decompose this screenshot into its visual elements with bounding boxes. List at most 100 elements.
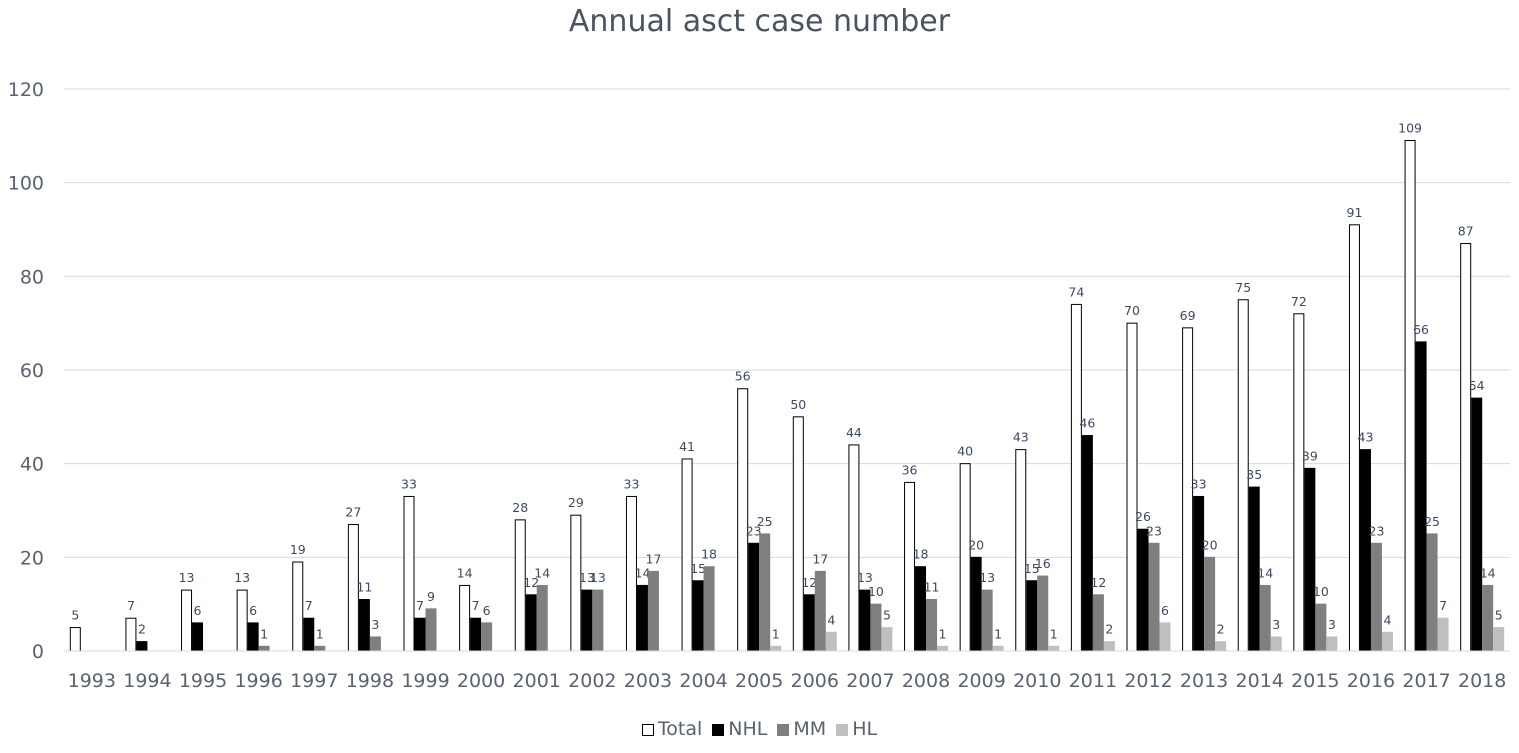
data-label: 11 — [356, 579, 372, 594]
bar-total — [292, 561, 304, 652]
bar-total — [125, 617, 137, 652]
data-label: 11 — [924, 579, 940, 594]
data-label: 1 — [939, 626, 947, 641]
bar-total — [69, 627, 81, 652]
data-label: 87 — [1458, 224, 1474, 239]
legend-item: HL — [836, 718, 877, 740]
bar-hl — [992, 645, 1004, 652]
data-label: 6 — [1161, 603, 1169, 618]
bar-nhl — [1193, 495, 1205, 652]
data-label: 7 — [127, 598, 135, 613]
chart-title: Annual asct case number — [568, 4, 951, 39]
x-tick-label: 2002 — [568, 670, 616, 692]
data-label: 10 — [1313, 584, 1329, 599]
y-tick-label: 0 — [32, 641, 44, 663]
bar-mm — [870, 603, 882, 652]
bar-nhl — [748, 542, 760, 652]
data-label: 13 — [857, 570, 873, 585]
data-label: 7 — [472, 598, 480, 613]
x-tick-label: 2008 — [902, 670, 950, 692]
data-label: 10 — [868, 584, 884, 599]
y-tick-label: 60 — [20, 360, 44, 382]
x-tick-label: 2016 — [1347, 670, 1395, 692]
bar-hl — [1381, 631, 1393, 652]
data-label: 72 — [1291, 294, 1307, 309]
x-tick-label: 1994 — [123, 670, 171, 692]
x-tick-label: 2004 — [679, 670, 727, 692]
bar-mm — [1426, 533, 1438, 652]
data-label: 43 — [1358, 430, 1374, 445]
data-label: 17 — [812, 551, 828, 566]
data-label: 6 — [483, 603, 491, 618]
data-label: 33 — [401, 476, 417, 491]
data-label: 20 — [968, 537, 984, 552]
bar-nhl — [470, 617, 482, 652]
bar-total — [904, 481, 916, 652]
bar-mm — [1370, 542, 1382, 652]
data-label: 13 — [590, 570, 606, 585]
data-label: 23 — [1369, 523, 1385, 538]
bar-nhl — [1026, 580, 1038, 652]
data-label: 13 — [579, 570, 595, 585]
bar-total — [681, 458, 693, 652]
bar-mm — [814, 570, 826, 652]
x-tick-label: 2007 — [846, 670, 894, 692]
bar-hl — [1048, 645, 1060, 652]
bar-hl — [825, 631, 837, 652]
data-label: 3 — [1272, 617, 1280, 632]
data-label: 66 — [1413, 322, 1429, 337]
data-label: 6 — [194, 603, 202, 618]
data-label: 35 — [1246, 467, 1262, 482]
x-tick-label: 2003 — [624, 670, 672, 692]
data-label: 23 — [1146, 523, 1162, 538]
bar-total — [1460, 243, 1472, 652]
data-label: 23 — [746, 523, 762, 538]
x-tick-label: 2010 — [1013, 670, 1061, 692]
data-label: 36 — [902, 462, 918, 477]
data-label: 1 — [260, 626, 268, 641]
data-label: 15 — [690, 561, 706, 576]
bar-nhl — [1359, 449, 1371, 652]
bar-total — [848, 444, 860, 652]
data-label: 6 — [249, 603, 257, 618]
data-label: 14 — [635, 565, 651, 580]
data-label: 1 — [994, 626, 1002, 641]
bar-mm — [592, 589, 604, 652]
bar-mm — [1204, 556, 1216, 652]
data-label: 14 — [534, 565, 550, 580]
data-label: 2 — [1105, 622, 1113, 637]
bar-hl — [937, 645, 949, 652]
bar-nhl — [803, 594, 815, 652]
data-label: 46 — [1079, 416, 1095, 431]
data-label: 2 — [1217, 622, 1225, 637]
bar-hl — [1326, 636, 1338, 652]
data-label: 13 — [234, 570, 250, 585]
bar-nhl — [192, 622, 204, 652]
data-label: 2 — [138, 622, 146, 637]
bar-mm — [1259, 584, 1271, 652]
data-label: 75 — [1235, 280, 1251, 295]
data-label: 20 — [1202, 537, 1218, 552]
data-label: 1 — [316, 626, 324, 641]
data-label: 27 — [345, 505, 361, 520]
data-label: 28 — [512, 500, 528, 515]
bar-total — [181, 589, 193, 652]
data-label: 70 — [1124, 303, 1140, 318]
data-label: 7 — [416, 598, 424, 613]
legend-swatch — [777, 723, 790, 736]
data-label: 14 — [457, 565, 473, 580]
data-label: 5 — [71, 608, 79, 623]
bar-mm — [1092, 594, 1104, 652]
x-tick-label: 1995 — [179, 670, 227, 692]
bar-hl — [770, 645, 782, 652]
data-label: 5 — [1495, 608, 1503, 623]
bar-total — [1070, 303, 1082, 652]
bar-total — [1126, 322, 1138, 652]
bar-nhl — [358, 598, 370, 652]
bar-hl — [1215, 641, 1227, 652]
bar-mm — [314, 645, 326, 652]
bar-hl — [1437, 617, 1449, 652]
bar-mm — [1482, 584, 1494, 652]
